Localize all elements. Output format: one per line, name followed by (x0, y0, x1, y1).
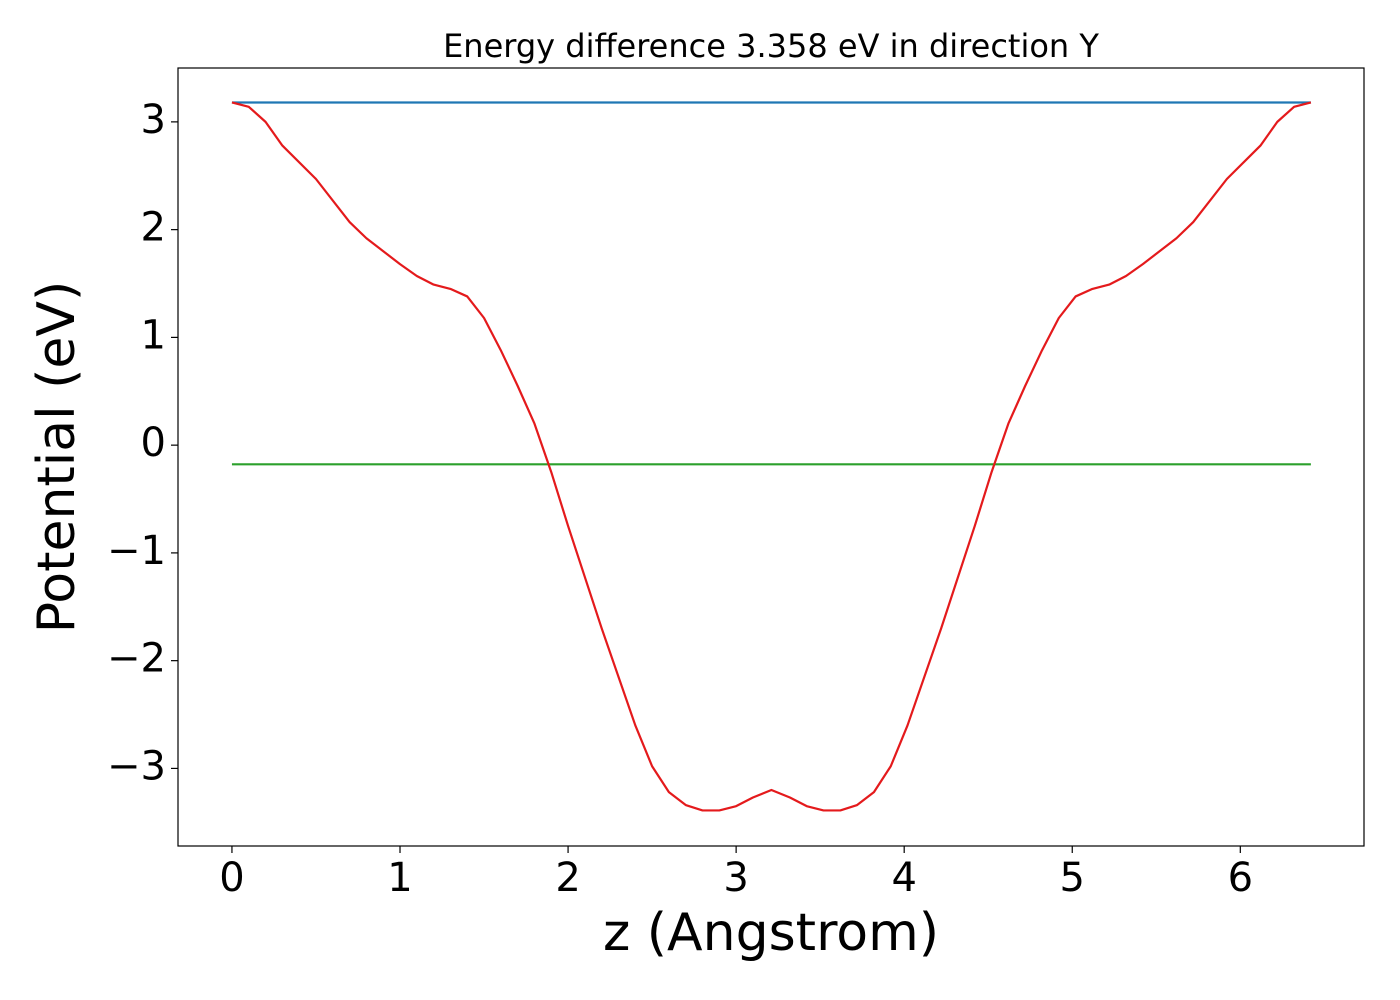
x-tick-label: 1 (387, 855, 412, 901)
y-tick-label: −2 (107, 636, 166, 682)
y-tick-label: 0 (141, 420, 166, 466)
line-series (231, 101, 1312, 812)
y-tick-label: 2 (141, 205, 166, 251)
y-axis-label: Potential (eV) (27, 281, 87, 633)
x-tick-label: 4 (891, 855, 916, 901)
y-tick-label: 1 (141, 312, 166, 358)
y-tick-label: −3 (107, 743, 166, 789)
x-tick-label: 5 (1060, 855, 1085, 901)
x-axis-label: z (Angstrom) (603, 903, 939, 963)
x-tick-label: 0 (219, 855, 244, 901)
chart-title: Energy difference 3.358 eV in direction … (443, 27, 1099, 65)
x-tick-label: 2 (555, 855, 580, 901)
plot-frame (177, 67, 1365, 847)
y-tick-label: −1 (107, 528, 166, 574)
y-tick-label: 3 (141, 97, 166, 143)
x-tick-label: 6 (1228, 855, 1253, 901)
x-tick-label: 3 (723, 855, 748, 901)
